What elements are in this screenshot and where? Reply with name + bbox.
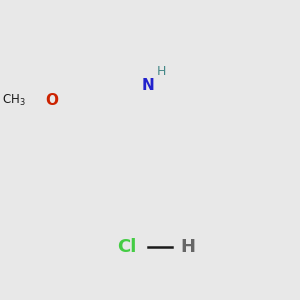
Text: H: H bbox=[157, 65, 166, 78]
Text: O: O bbox=[45, 93, 58, 108]
Text: H: H bbox=[181, 238, 196, 256]
Text: N: N bbox=[142, 78, 155, 93]
Text: CH$_3$: CH$_3$ bbox=[2, 93, 26, 108]
Text: Cl: Cl bbox=[117, 238, 136, 256]
